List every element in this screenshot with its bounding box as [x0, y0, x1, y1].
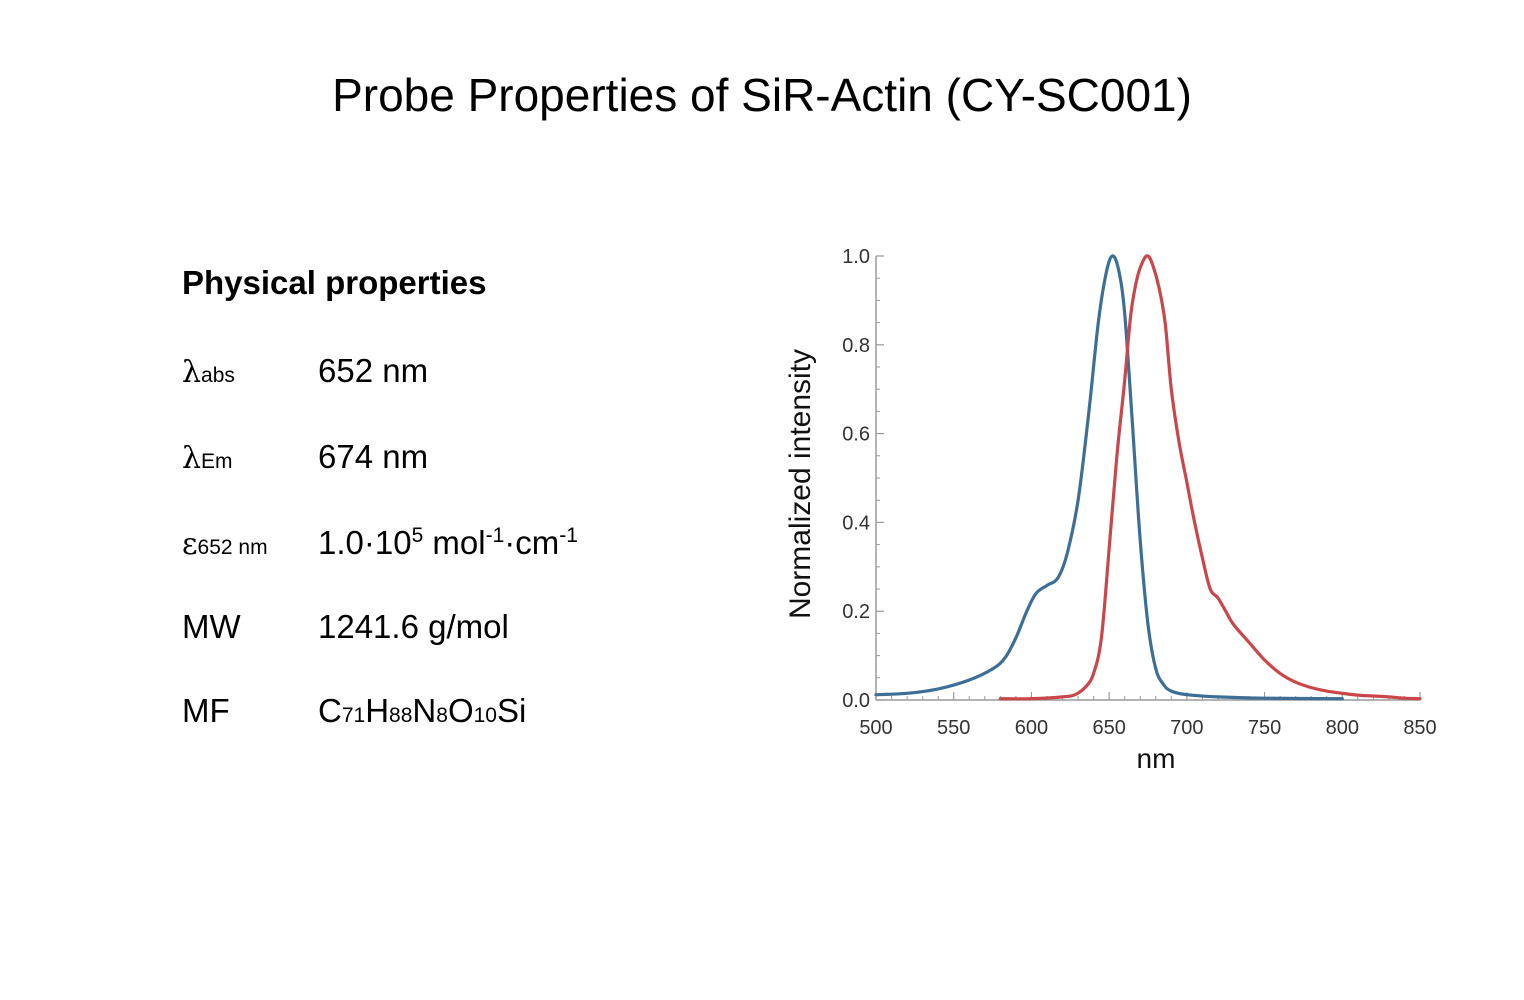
property-symbol: MF [182, 692, 230, 729]
formula-element: C [318, 692, 342, 729]
formula-subscript: 88 [389, 704, 413, 727]
x-tick-label: 750 [1248, 717, 1281, 739]
value-unit: ·cm [504, 524, 560, 561]
x-tick-label: 650 [1092, 717, 1125, 739]
x-tick-label: 600 [1015, 717, 1048, 739]
y-tick-label: 0.6 [842, 424, 870, 446]
formula-subscript: 71 [341, 704, 366, 727]
formula-element: H [365, 692, 390, 729]
formula-element: N [412, 692, 437, 729]
x-tick-label: 800 [1326, 717, 1359, 739]
lambda-symbol: λ [182, 355, 202, 390]
y-tick-label: 0.2 [842, 601, 870, 623]
y-axis-title: Normalized intensity [784, 349, 817, 619]
property-symbol: MW [182, 608, 241, 645]
epsilon-symbol: ε [182, 527, 198, 562]
value-exponent: 5 [411, 524, 424, 547]
y-tick-label: 1.0 [842, 246, 870, 268]
series-line-absorption [874, 254, 1344, 701]
series-line-emission [998, 254, 1422, 701]
property-symbol: λabs [182, 352, 235, 390]
chart-labels: 500 550 600 650 700 750 800 850 0.0 0.2 0.4 0.6 0.8 1… [784, 246, 1437, 774]
property-row-mw: MW 1241.6 g/mol [182, 608, 632, 648]
property-value: 1.0·105 mol-1·cm-1 [318, 524, 578, 562]
y-tick-label: 0.4 [842, 512, 870, 534]
properties-heading: Physical properties [182, 264, 487, 301]
value-exponent: -1 [559, 524, 578, 547]
property-symbol: λEm [182, 438, 233, 476]
formula-subscript: 10 [473, 704, 497, 727]
value-unit: mol [423, 524, 486, 561]
value-exponent: -1 [485, 524, 505, 547]
x-tick-label: 550 [937, 717, 970, 739]
x-tick-label: 500 [859, 717, 892, 739]
property-value: 1241.6 g/mol [318, 608, 509, 645]
property-row-em: λEm 674 nm [182, 438, 632, 478]
formula-subscript: 8 [436, 704, 448, 727]
chart-series [874, 254, 1422, 701]
property-row-abs: λabs 652 nm [182, 352, 632, 392]
property-subscript: Em [201, 450, 233, 473]
property-value: 652 nm [318, 352, 429, 389]
formula-element: O [447, 692, 474, 729]
molecular-formula: C71H88N8O10Si [318, 692, 526, 730]
property-symbol: ε652 nm [182, 524, 268, 562]
lambda-symbol: λ [182, 441, 202, 476]
x-axis-title: nm [1137, 743, 1176, 774]
x-tick-label: 850 [1403, 717, 1436, 739]
formula-element: Si [496, 692, 527, 729]
y-tick-label: 0.0 [842, 690, 870, 712]
page-title: Probe Properties of SiR-Actin (CY-SC001) [332, 69, 1192, 121]
property-row-mf: MF C71H88N8O10Si [182, 692, 632, 732]
property-subscript: 652 nm [197, 536, 268, 559]
property-subscript: abs [201, 364, 235, 387]
property-row-extinction: ε652 nm 1.0·105 mol-1·cm-1 [182, 524, 632, 564]
value-base: 1.0·10 [318, 524, 412, 561]
x-tick-label: 700 [1170, 717, 1203, 739]
y-tick-label: 0.8 [842, 335, 870, 357]
property-value: 674 nm [318, 438, 429, 475]
